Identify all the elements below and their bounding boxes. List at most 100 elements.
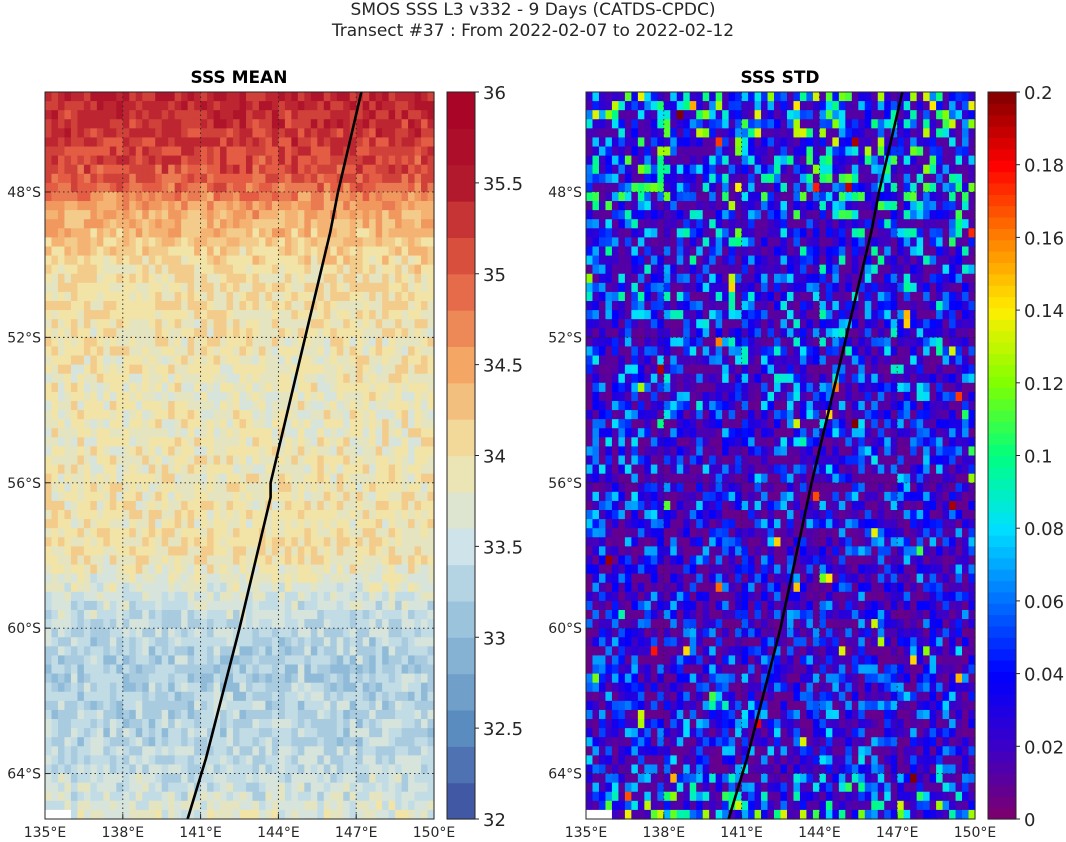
heatmap-cell bbox=[427, 237, 435, 248]
heatmap-cell bbox=[64, 464, 72, 475]
heatmap-cell bbox=[388, 491, 396, 502]
heatmap-cell bbox=[395, 373, 403, 384]
heatmap-cell bbox=[148, 564, 156, 575]
heatmap-cell bbox=[194, 546, 202, 557]
heatmap-cell bbox=[83, 155, 91, 166]
heatmap-cell bbox=[122, 155, 130, 166]
heatmap-cell bbox=[226, 128, 234, 139]
heatmap-cell bbox=[148, 228, 156, 238]
heatmap-cell bbox=[103, 637, 111, 647]
heatmap-cell bbox=[142, 573, 150, 584]
heatmap-cell bbox=[304, 791, 312, 802]
heatmap-cell bbox=[890, 101, 898, 111]
heatmap-cell bbox=[103, 237, 111, 248]
heatmap-cell bbox=[421, 719, 429, 729]
heatmap-cell bbox=[427, 582, 435, 593]
heatmap-cell bbox=[323, 464, 331, 475]
heatmap-cell bbox=[64, 373, 72, 384]
y-tick-label: 48°S bbox=[7, 185, 41, 201]
heatmap-cell bbox=[200, 364, 208, 375]
heatmap-cell bbox=[349, 446, 357, 457]
heatmap-cell bbox=[291, 564, 299, 575]
heatmap-cell bbox=[70, 591, 79, 602]
heatmap-cell bbox=[297, 201, 305, 211]
heatmap-cell bbox=[51, 137, 59, 148]
heatmap-cell bbox=[187, 573, 195, 584]
heatmap-cell bbox=[349, 337, 357, 348]
heatmap-cell bbox=[317, 155, 325, 166]
heatmap-cell bbox=[427, 355, 435, 366]
heatmap-cell bbox=[220, 482, 228, 493]
heatmap-cell bbox=[122, 255, 130, 266]
heatmap-cell bbox=[395, 537, 403, 547]
heatmap-cell bbox=[233, 646, 241, 657]
heatmap-cell bbox=[213, 800, 221, 811]
heatmap-cell bbox=[291, 755, 299, 766]
heatmap-cell bbox=[70, 664, 79, 675]
heatmap-cell bbox=[116, 573, 124, 584]
heatmap-cell bbox=[90, 528, 98, 538]
heatmap-cell bbox=[233, 264, 241, 275]
heatmap-cell bbox=[388, 673, 396, 684]
heatmap-cell bbox=[122, 137, 130, 148]
heatmap-cell bbox=[109, 273, 117, 284]
heatmap-cell bbox=[194, 346, 202, 357]
heatmap-cell bbox=[226, 537, 234, 547]
heatmap-cell bbox=[135, 373, 143, 384]
heatmap-cell bbox=[343, 782, 351, 793]
heatmap-cell bbox=[317, 719, 325, 729]
heatmap-cell bbox=[323, 473, 331, 484]
heatmap-cell bbox=[116, 255, 124, 266]
heatmap-cell bbox=[45, 410, 53, 420]
heatmap-cell bbox=[122, 119, 130, 129]
heatmap-cell bbox=[245, 255, 254, 266]
heatmap-cell bbox=[116, 346, 124, 357]
heatmap-cell bbox=[278, 291, 286, 302]
heatmap-cell bbox=[135, 382, 143, 393]
heatmap-cell bbox=[96, 428, 104, 438]
heatmap-cell bbox=[181, 619, 189, 629]
heatmap-cell bbox=[401, 364, 409, 375]
heatmap-cell bbox=[77, 664, 85, 675]
heatmap-cell bbox=[194, 373, 202, 384]
heatmap-cell bbox=[265, 337, 273, 348]
heatmap-cell bbox=[220, 373, 228, 384]
heatmap-cell bbox=[226, 519, 234, 529]
heatmap-cell bbox=[330, 664, 338, 675]
heatmap-cell bbox=[109, 455, 117, 466]
heatmap-cell bbox=[722, 101, 730, 111]
heatmap-cell bbox=[148, 246, 156, 257]
heatmap-cell bbox=[336, 237, 344, 248]
heatmap-cell bbox=[310, 373, 318, 384]
heatmap-cell bbox=[57, 782, 66, 793]
heatmap-cell bbox=[122, 110, 130, 120]
heatmap-cell bbox=[194, 246, 202, 257]
heatmap-cell bbox=[64, 746, 72, 756]
heatmap-cell bbox=[135, 319, 143, 329]
heatmap-cell bbox=[421, 700, 429, 711]
heatmap-cell bbox=[194, 628, 202, 638]
heatmap-cell bbox=[310, 809, 318, 820]
heatmap-cell bbox=[233, 628, 241, 638]
heatmap-cell bbox=[304, 264, 312, 275]
heatmap-cell bbox=[181, 173, 189, 184]
heatmap-cell bbox=[903, 92, 911, 102]
heatmap-cell bbox=[265, 428, 273, 438]
heatmap-cell bbox=[297, 319, 305, 329]
heatmap-cell bbox=[90, 482, 98, 493]
heatmap-cell bbox=[57, 291, 66, 302]
heatmap-cell bbox=[343, 564, 351, 575]
heatmap-cell bbox=[349, 700, 357, 711]
heatmap-cell bbox=[142, 319, 150, 329]
heatmap-cell bbox=[310, 228, 318, 238]
heatmap-cell bbox=[401, 782, 409, 793]
heatmap-cell bbox=[226, 682, 234, 693]
heatmap-cell bbox=[116, 328, 124, 338]
heatmap-cell bbox=[129, 410, 137, 420]
heatmap-cell bbox=[64, 500, 72, 511]
heatmap-cell bbox=[421, 782, 429, 793]
heatmap-cell bbox=[207, 264, 215, 275]
heatmap-cell bbox=[252, 700, 260, 711]
heatmap-cell bbox=[401, 246, 409, 257]
heatmap-cell bbox=[239, 446, 247, 457]
